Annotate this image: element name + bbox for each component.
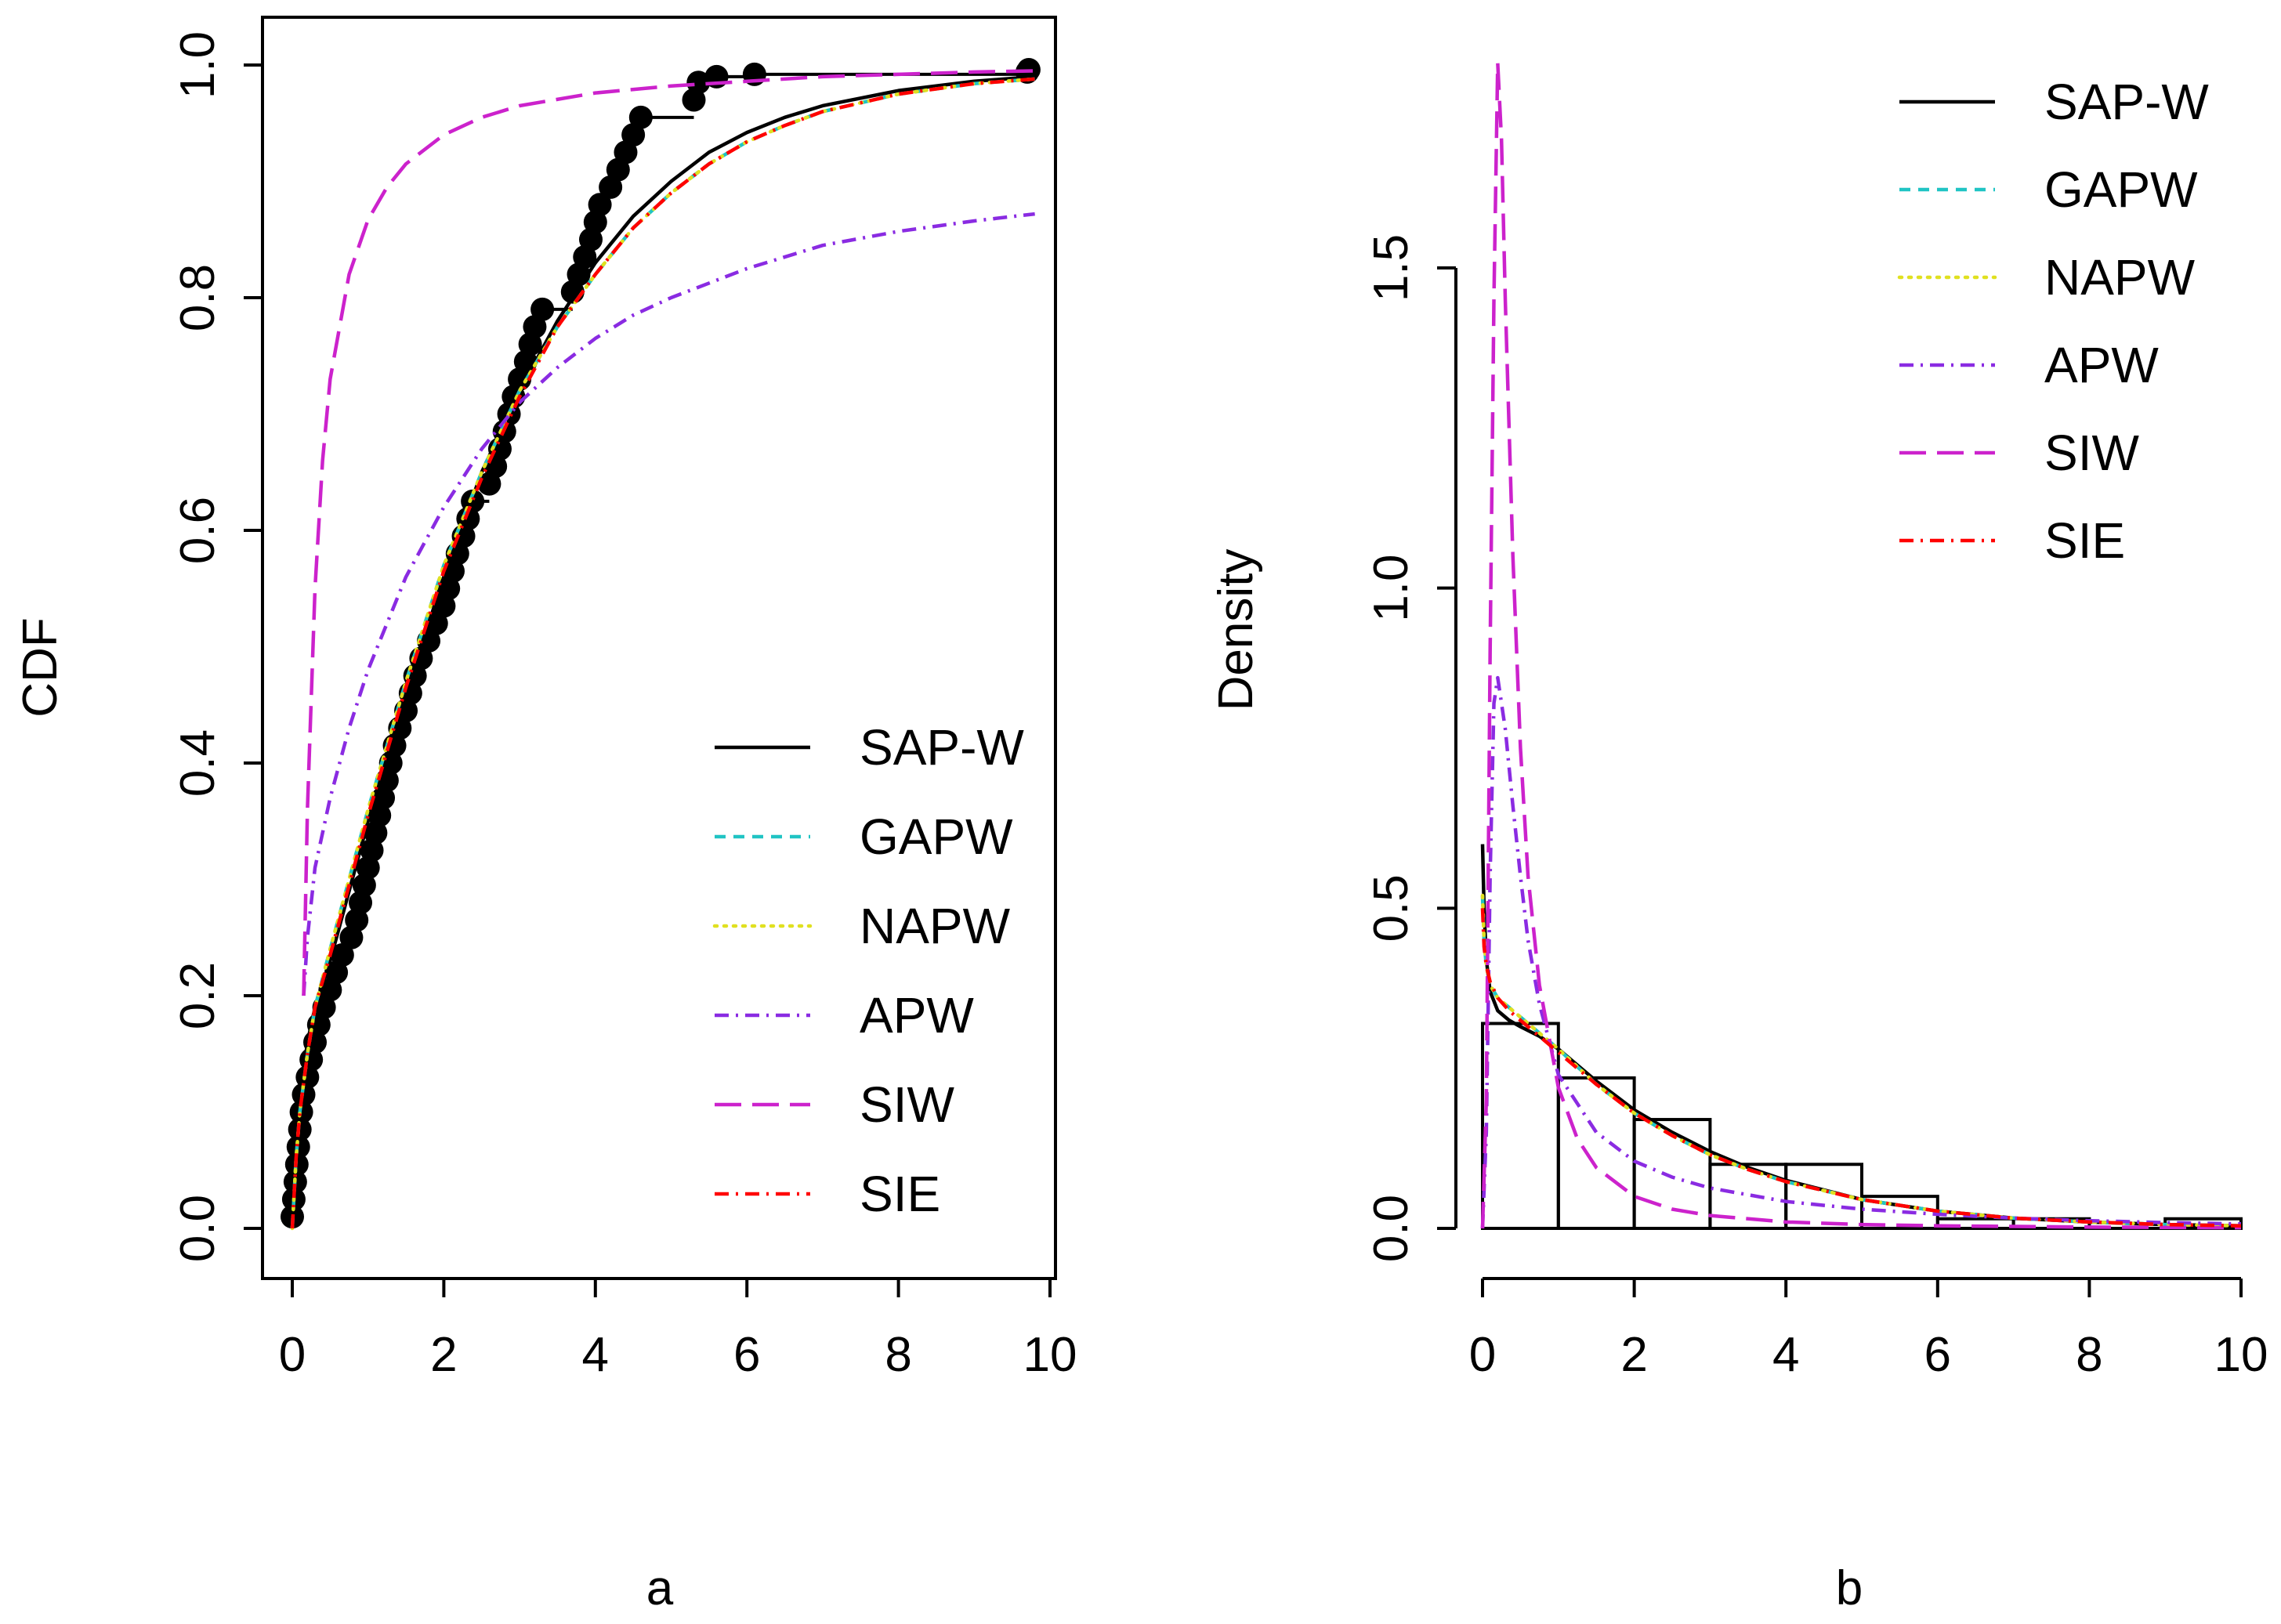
legend-label: GAPW [860, 808, 1013, 865]
empirical-cdf-point [352, 873, 376, 897]
panel-b-x-tick-label: 0 [1469, 1328, 1496, 1382]
empirical-cdf-point [364, 821, 388, 845]
curve-sap-w [290, 74, 1035, 1229]
empirical-cdf-point [345, 908, 369, 932]
curve-gapw [290, 77, 1035, 1229]
panel-a-y-tick-label: 0.6 [171, 497, 225, 564]
empirical-cdf-point [530, 297, 555, 321]
panel-a-x-tick-label: 2 [430, 1328, 457, 1382]
curve-napw [290, 77, 1037, 1231]
legend-label: APW [2044, 337, 2159, 393]
panel-a-x-tick-label: 6 [733, 1328, 760, 1382]
panel-a-x-axis-title: a [646, 1561, 674, 1615]
legend-label: GAPW [2044, 161, 2198, 218]
panel-a-x-tick-label: 10 [1023, 1328, 1077, 1382]
empirical-cdf-point [686, 71, 711, 95]
curve-napw [1480, 893, 2243, 1228]
empirical-cdf-point [356, 855, 380, 880]
legend-label: NAPW [860, 898, 1011, 954]
empirical-cdf-point [367, 803, 392, 827]
curve-siw [302, 69, 1035, 996]
empirical-cdf-point [330, 943, 354, 968]
empirical-cdf-step [292, 70, 1029, 1219]
empirical-cdf-point [349, 891, 373, 915]
panel-b-legend: SAP-W GAPW NAPW APW SIW SIE [1897, 74, 2209, 569]
curve-sie [1480, 908, 2242, 1228]
empirical-cdf-point [588, 193, 612, 217]
curve-apw [302, 212, 1035, 996]
panel-a-x-tick-label: 0 [279, 1328, 306, 1382]
empirical-cdf-point [628, 105, 653, 129]
legend-label: SIW [2044, 425, 2139, 481]
empirical-cdf-point [360, 838, 384, 863]
panel-a-y-tick-label: 0.8 [171, 264, 225, 331]
panel-b-y-tick-label: 1.5 [1364, 234, 1418, 302]
curve-apw [1480, 675, 2242, 1229]
panel-b-y-tick-label: 0.5 [1364, 874, 1418, 942]
curve-sie [290, 77, 1035, 1229]
legend-label: APW [860, 987, 974, 1043]
panel-a-x-tick-label: 8 [885, 1328, 911, 1382]
panel-b-x-tick-label: 6 [1924, 1328, 1951, 1382]
legend-label: SAP-W [2044, 74, 2209, 130]
panel-a-cdf-plot: 0 2 4 6 8 10 0.0 0.2 0.4 0.6 0.8 1.0 CDF a SAP-W GA… [13, 16, 1077, 1615]
histogram-bar [1481, 1022, 1560, 1231]
legend-label: SIW [860, 1076, 954, 1133]
panel-a-x-tick-label: 4 [582, 1328, 609, 1382]
legend-label: SIE [860, 1166, 940, 1222]
panel-b-x-tick-label: 4 [1772, 1328, 1799, 1382]
panel-b-x-tick-label: 8 [2076, 1328, 2102, 1382]
panel-b-density-plot: 0 2 4 6 8 10 0.0 0.5 1.0 1.5 Density b SAP-W GAPW… [1209, 61, 2268, 1615]
legend-label: SIE [2044, 512, 2125, 569]
panel-a-y-tick-label: 0.0 [171, 1195, 225, 1262]
panel-b-y-tick-label: 1.0 [1364, 555, 1418, 622]
panel-a-legend: SAP-W GAPW NAPW APW SIW SIE [712, 719, 1024, 1222]
panel-b-x-axis-title: b [1836, 1561, 1863, 1615]
panel-b-x-tick-label: 2 [1620, 1328, 1647, 1382]
legend-label: SAP-W [860, 719, 1024, 776]
panel-a-y-axis-title: CDF [13, 617, 67, 717]
panel-a-y-tick-label: 1.0 [171, 31, 225, 99]
legend-label: NAPW [2044, 249, 2196, 306]
panel-a-y-tick-label: 0.2 [171, 962, 225, 1029]
panel-b-y-tick-label: 0.0 [1364, 1195, 1418, 1262]
panel-a-y-tick-label: 0.4 [171, 729, 225, 797]
panel-b-x-tick-label: 10 [2214, 1328, 2268, 1382]
curve-siw [1480, 61, 2242, 1230]
panel-b-y-axis-title: Density [1209, 549, 1263, 711]
